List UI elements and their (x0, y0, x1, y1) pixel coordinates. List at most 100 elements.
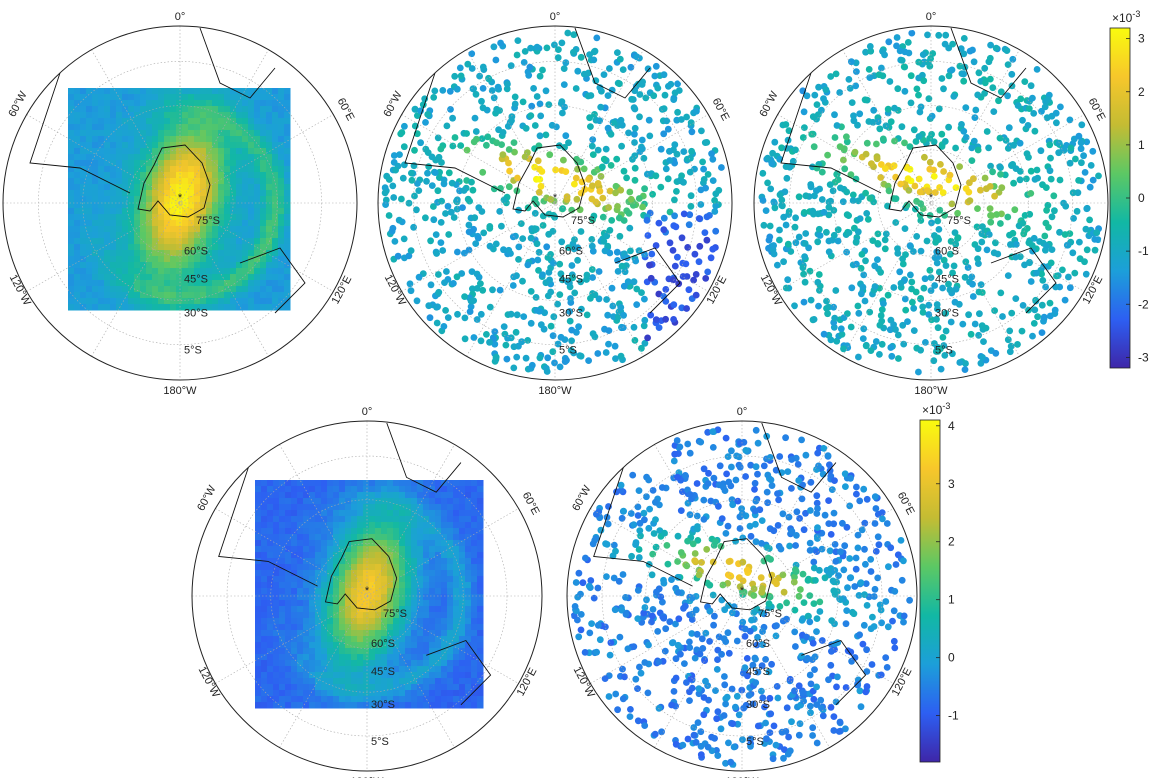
data-point (738, 686, 746, 694)
heatmap-cell (146, 190, 153, 197)
data-point (968, 144, 976, 152)
heatmap-cell (291, 612, 298, 619)
heatmap-cell (291, 522, 298, 529)
heatmap-cell (92, 166, 99, 173)
heatmap-cell (363, 492, 370, 499)
heatmap-cell (242, 232, 249, 239)
heatmap-cell (236, 88, 243, 95)
heatmap-cell (200, 106, 207, 113)
heatmap-cell (272, 160, 279, 167)
data-point (807, 680, 815, 688)
heatmap-cell (98, 142, 105, 149)
heatmap-cell (206, 142, 213, 149)
heatmap-cell (375, 630, 382, 637)
data-point (671, 262, 679, 270)
heatmap-cell (447, 546, 454, 553)
data-point (880, 300, 887, 307)
data-point (983, 128, 991, 135)
data-point (878, 340, 886, 348)
heatmap-cell (182, 274, 189, 281)
heatmap-cell (351, 564, 358, 571)
heatmap-cell (164, 100, 171, 107)
heatmap-cell (80, 88, 87, 95)
heatmap-cell (429, 702, 436, 709)
heatmap-cell (465, 564, 472, 571)
data-point (633, 285, 641, 293)
heatmap-cell (357, 516, 364, 523)
heatmap-cell (429, 600, 436, 607)
heatmap-cell (459, 480, 466, 487)
heatmap-cell (170, 238, 177, 245)
heatmap-cell (417, 654, 424, 661)
data-point (631, 176, 639, 184)
data-point (435, 153, 443, 161)
data-point (919, 309, 927, 316)
heatmap-cell (194, 124, 201, 131)
data-point (511, 148, 518, 156)
heatmap-cell (194, 166, 201, 173)
heatmap-cell (116, 172, 123, 179)
heatmap-cell (140, 232, 147, 239)
heatmap-cell (279, 690, 286, 697)
data-point (536, 100, 544, 108)
heatmap-cell (98, 106, 105, 113)
data-point (975, 69, 983, 77)
heatmap-cell (399, 696, 406, 703)
data-point (816, 232, 824, 239)
data-point (496, 208, 504, 215)
heatmap-cell (399, 498, 406, 505)
data-point (498, 141, 505, 149)
heatmap-cell (152, 142, 159, 149)
heatmap-cell (477, 552, 484, 559)
heatmap-cell (236, 268, 243, 275)
data-point (1019, 219, 1027, 227)
heatmap-cell (297, 480, 304, 487)
heatmap-cell (435, 702, 442, 709)
data-point (802, 230, 810, 237)
data-point (614, 257, 621, 264)
heatmap-cell (339, 642, 346, 649)
data-point (666, 208, 674, 216)
heatmap-cell (116, 160, 123, 167)
heatmap-cell (255, 582, 262, 589)
heatmap-cell (423, 690, 430, 697)
heatmap-cell (92, 124, 99, 131)
data-point (820, 208, 828, 216)
heatmap-cell (236, 118, 243, 125)
data-point (1023, 150, 1031, 158)
heatmap-cell (429, 564, 436, 571)
data-point (965, 188, 973, 196)
heatmap-cell (134, 244, 141, 251)
heatmap-cell (393, 486, 400, 493)
heatmap-cell (351, 642, 358, 649)
heatmap-cell (134, 184, 141, 191)
heatmap-cell (194, 244, 201, 251)
data-point (985, 231, 993, 238)
heatmap-cell (266, 124, 273, 131)
data-point (904, 318, 911, 325)
heatmap-cell (152, 94, 159, 101)
heatmap-cell (423, 612, 430, 619)
data-point (976, 310, 983, 318)
data-point (671, 196, 678, 204)
data-point (687, 192, 695, 200)
heatmap-cell (176, 226, 183, 233)
heatmap-cell (86, 202, 93, 209)
heatmap-cell (315, 564, 322, 571)
heatmap-cell (182, 286, 189, 293)
heatmap-cell (68, 88, 75, 95)
heatmap-cell (200, 262, 207, 269)
data-point (594, 146, 602, 154)
heatmap-cell (339, 510, 346, 517)
heatmap-cell (399, 582, 406, 589)
heatmap-cell (272, 226, 279, 233)
data-point (392, 166, 399, 174)
data-point (671, 141, 679, 149)
heatmap-cell (363, 672, 370, 679)
heatmap-cell (267, 612, 274, 619)
data-point (970, 175, 977, 183)
heatmap-cell (255, 612, 262, 619)
heatmap-cell (176, 94, 183, 101)
data-point (997, 171, 1004, 178)
data-point (434, 187, 442, 195)
